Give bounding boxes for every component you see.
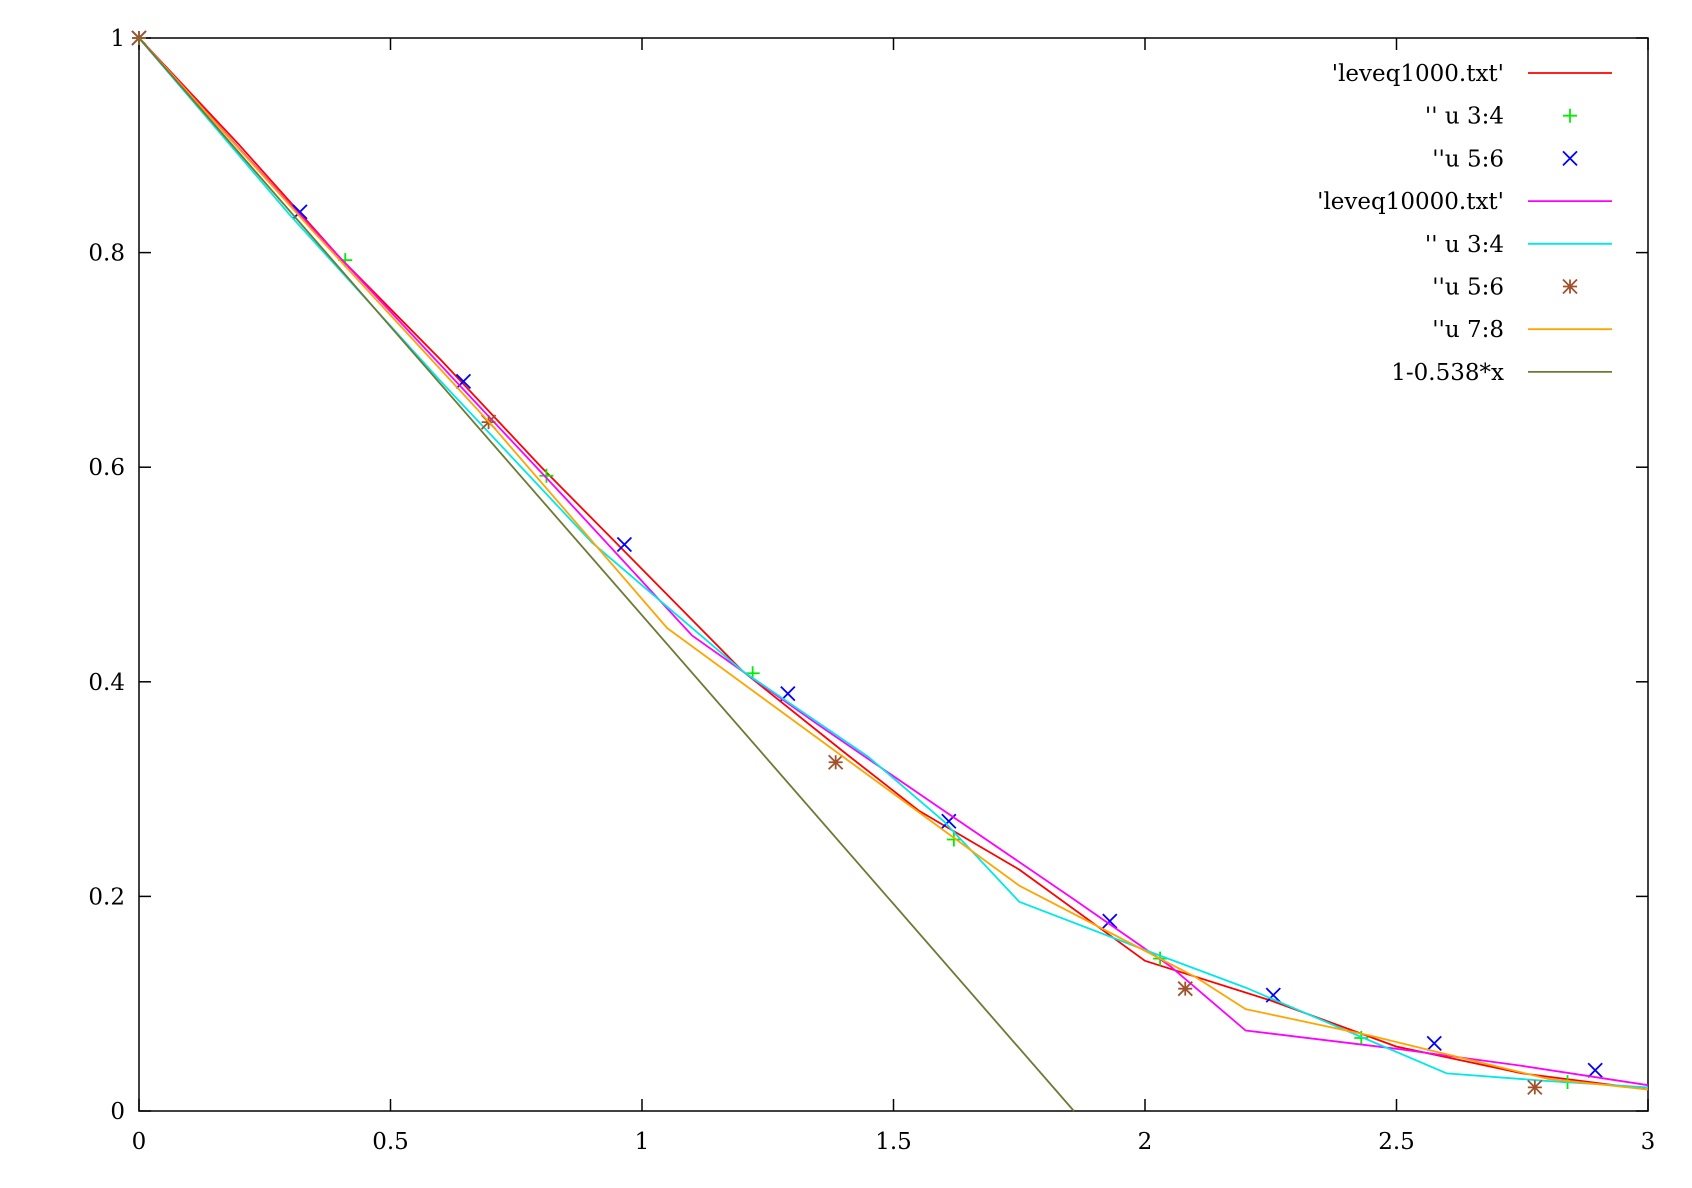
legend-label: 'leveq10000.txt' — [1317, 189, 1504, 215]
x-tick-label: 0 — [132, 1129, 147, 1155]
series-line — [138, 37, 1649, 1091]
legend-swatch — [1562, 278, 1578, 295]
y-tick-label: 0.8 — [88, 241, 125, 267]
legend-label: ''u 5:6 — [1432, 275, 1504, 301]
legend: 'leveq1000.txt' '' u 3:4 ''u 5:6 'leveq1000… — [1317, 61, 1612, 386]
series-line — [138, 37, 1649, 1091]
data-point — [1587, 1062, 1603, 1078]
legend-item: '' u 3:4 — [1425, 104, 1577, 130]
data-point — [946, 832, 961, 847]
legend-item: ''u 5:6 — [1432, 146, 1578, 172]
legend-item: ''u 7:8 — [1432, 317, 1612, 343]
data-point — [616, 536, 633, 553]
y-tick-label: 0.4 — [88, 670, 125, 696]
legend-label: ''u 7:8 — [1432, 317, 1504, 343]
axis-ticks — [138, 37, 1649, 1112]
data-point — [1265, 987, 1281, 1003]
legend-label: 'leveq1000.txt' — [1332, 61, 1504, 87]
y-tick-label: 1 — [110, 26, 125, 52]
series-5 — [138, 37, 1649, 1089]
x-tick-label: 2.5 — [1378, 1129, 1415, 1155]
legend-item: 'leveq1000.txt' — [1332, 61, 1612, 87]
data-point — [1102, 913, 1118, 929]
series-7 — [138, 37, 1649, 1091]
x-tick-label: 1 — [635, 1129, 650, 1155]
legend-item: ''u 5:6 — [1432, 275, 1578, 301]
data-point — [1527, 1079, 1543, 1096]
series-line — [138, 37, 1649, 1087]
legend-label: ''u 5:6 — [1432, 146, 1504, 172]
data-point — [455, 373, 472, 389]
x-tick-label: 2 — [1138, 1129, 1153, 1155]
data-point — [539, 468, 554, 483]
legend-label: '' u 3:4 — [1425, 104, 1504, 130]
y-tick-label: 0 — [110, 1099, 125, 1125]
legend-item: 1-0.538*x — [1391, 360, 1612, 386]
y-tick-label: 0.6 — [88, 455, 125, 481]
series-1 — [138, 37, 1649, 1091]
x-tick-label: 0.5 — [372, 1129, 409, 1155]
axis-tick-labels: 0 0.5 1 1.5 2 2.5 3 0 0.2 0.4 0.6 0.8 1 — [88, 26, 1655, 1155]
legend-swatch — [1563, 108, 1577, 123]
series-4 — [138, 37, 1649, 1087]
data-point — [1177, 981, 1193, 997]
x-tick-label: 3 — [1641, 1129, 1656, 1155]
legend-label: '' u 3:4 — [1425, 232, 1504, 258]
y-tick-label: 0.2 — [88, 884, 125, 910]
series-line — [138, 37, 1649, 1089]
x-tick-label: 1.5 — [875, 1129, 912, 1155]
data-point — [828, 754, 844, 770]
legend-item: 'leveq10000.txt' — [1317, 189, 1612, 215]
data-point — [1426, 1035, 1442, 1052]
series-line — [138, 37, 1075, 1112]
legend-swatch — [1562, 150, 1578, 167]
legend-item: '' u 3:4 — [1425, 232, 1612, 258]
series-8 — [138, 37, 1075, 1112]
series-layer — [131, 30, 1649, 1112]
legend-label: 1-0.538*x — [1391, 360, 1504, 386]
